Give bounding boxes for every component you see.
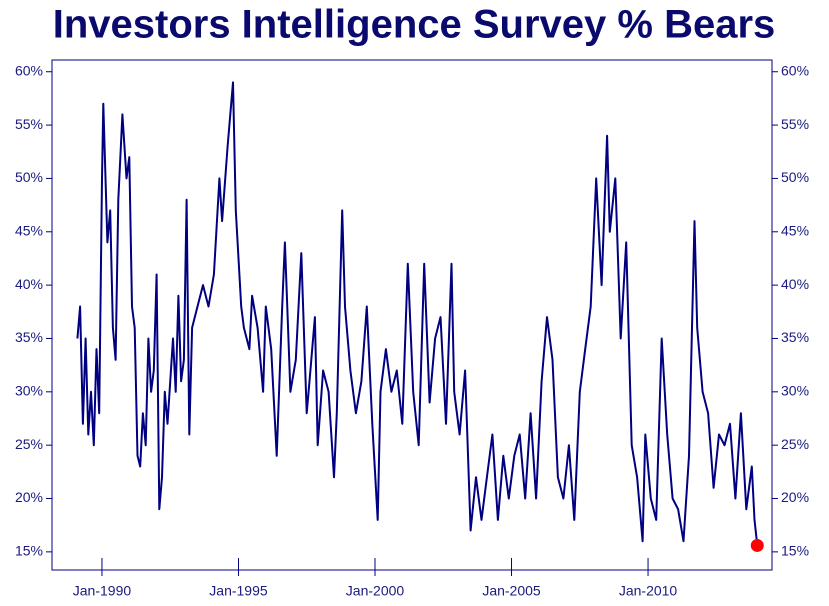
x-tick-label: Jan-1990	[73, 583, 132, 599]
y2-tick-label: 60%	[781, 62, 809, 78]
y-tick-label: 50%	[15, 169, 43, 185]
y-tick-label: 55%	[15, 116, 43, 132]
y-tick-label: 45%	[15, 222, 43, 238]
y2-tick-label: 45%	[781, 222, 809, 238]
y-tick-label: 15%	[15, 543, 43, 559]
y2-tick-label: 15%	[781, 543, 809, 559]
line-series	[76, 81, 759, 546]
y-tick-label: 20%	[15, 489, 43, 505]
last-point	[750, 538, 764, 552]
y-tick-label: 60%	[15, 62, 43, 78]
y-tick-label: 25%	[15, 436, 43, 452]
y2-tick-label: 50%	[781, 169, 809, 185]
x-tick-label: Jan-2000	[346, 583, 405, 599]
x-tick-label: Jan-2005	[482, 583, 541, 599]
plot-frame	[51, 59, 773, 571]
y2-tick-label: 40%	[781, 276, 809, 292]
y2-tick-label: 35%	[781, 329, 809, 345]
y2-tick-label: 30%	[781, 383, 809, 399]
x-tick-label: Jan-1995	[209, 583, 268, 599]
chart-title: Investors Intelligence Survey % Bears	[53, 3, 776, 47]
y-tick-label: 35%	[15, 329, 43, 345]
y2-tick-label: 20%	[781, 489, 809, 505]
y-tick-label: 30%	[15, 383, 43, 399]
x-tick-label: Jan-2010	[619, 583, 678, 599]
y-tick-label: 40%	[15, 276, 43, 292]
y2-tick-label: 55%	[781, 116, 809, 132]
y2-tick-label: 25%	[781, 436, 809, 452]
